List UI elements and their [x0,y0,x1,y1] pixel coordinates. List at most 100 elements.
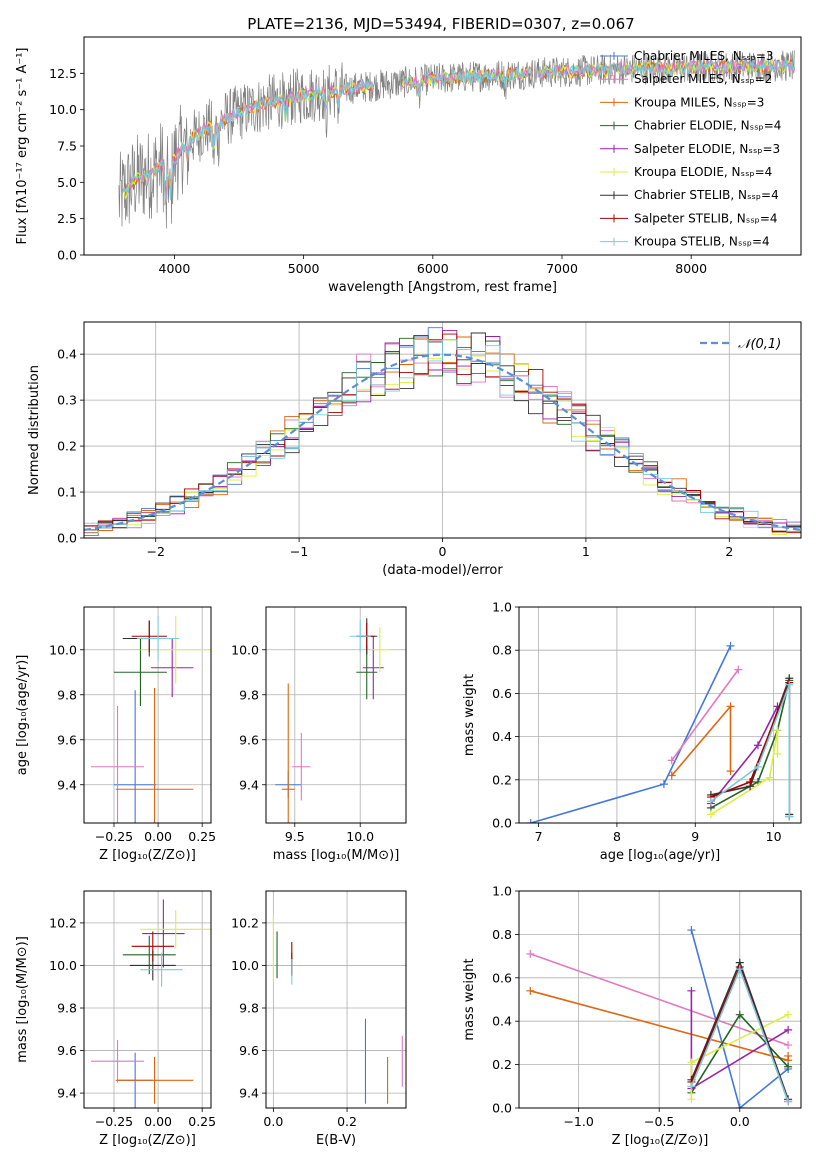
y-axis-label: mass weight [462,958,477,1040]
x-tick-label: 0.0 [263,1114,283,1129]
y-axis-label: mass weight [462,674,477,756]
spectrum-plot-area [118,50,796,229]
plus-marker [753,762,762,771]
model-spectrum [537,62,613,80]
plot-frame [83,321,802,539]
plus-marker [726,702,735,711]
y-tick-label: 0.0 [57,248,77,263]
plus-marker [784,1051,793,1060]
age-vs-z-plot-area [91,616,211,823]
legend-entry: Kroupa ELODIE, Nₛₛₚ=4 [634,165,772,179]
y-tick-label: 0.6 [492,970,512,985]
x-tick-label: 0.0 [730,1114,750,1129]
mass-vs-z-panel: −0.25 0.00 0.25 9.4 9.6 9.8 10.0 10.2 Z [log₁₀(Z… [15,890,216,1148]
residuals-plot-area [84,327,801,537]
x-axis-label: Z [log₁₀(Z/Z⊙)] [99,1133,196,1148]
x-axis-label: Z [log₁₀(Z/Z⊙)] [99,848,196,863]
x-tick-label: −0.25 [95,829,133,844]
plus-marker [526,986,535,995]
y-tick-label: 9.6 [57,732,77,747]
legend-entry: Salpeter ELODIE, Nₛₛₚ=3 [634,142,780,156]
spectrum-panel: 4000 5000 6000 7000 8000 0.0 2.5 5.0 7.5 10.0 12.5… [15,36,802,295]
plus-marker [784,1041,793,1050]
legend-entry: 𝒩(0,1) [738,337,781,352]
plus-marker [784,1062,793,1071]
x-axis-label: mass [log₁₀(M/M⊙)] [273,848,400,863]
age-vs-z-panel: −0.25 0.00 0.25 9.4 9.6 9.8 10.0 Z [log₁₀(Z/Z⊙)… [15,606,216,863]
plot-frame [518,606,802,824]
y-tick-label: 0.8 [492,927,512,942]
legend-entry: Chabrier MILES, Nₛₛₚ=3 [634,49,774,63]
plus-marker [784,1025,793,1034]
plus-marker [706,797,715,806]
plus-marker [659,780,668,789]
residuals-panel: −2 −1 0 1 2 0.0 0.1 0.2 0.3 0.4 (data-model)/error… [27,321,802,578]
y-tick-label: 0.8 [492,643,512,658]
mass-vs-ebv-plot-area [272,914,403,1104]
x-tick-label: 0.25 [188,829,216,844]
x-axis-label: Z [log₁₀(Z/Z⊙)] [612,1133,709,1148]
y-tick-label: 2.5 [57,211,77,226]
plus-marker [735,1104,744,1108]
plus-marker [726,641,735,650]
mass-weight-vs-age-panel: 7 8 9 10 0.0 0.2 0.4 0.6 0.8 1.0 age [log₁₀(age/yr… [462,600,802,863]
x-tick-label: 0.00 [144,829,172,844]
x-tick-label: 10.0 [346,829,374,844]
y-tick-label: 0.2 [492,772,512,787]
x-tick-label: −1 [290,544,308,559]
plus-marker [746,777,755,786]
plus-marker [687,1095,696,1104]
y-tick-label: 1.0 [492,600,512,615]
plus-marker [687,1082,696,1091]
x-tick-label: 4000 [159,261,191,276]
residual-histogram [84,337,801,533]
x-tick-label: 9.5 [285,829,305,844]
x-tick-label: 2 [725,544,733,559]
plus-marker [735,1010,744,1019]
x-tick-label: 8 [613,829,621,844]
y-tick-label: 9.4 [57,1086,77,1101]
x-tick-label: −2 [146,544,164,559]
mass-weight-series [690,929,789,1108]
y-tick-label: 9.8 [57,1001,77,1016]
legend-entry: Salpeter MILES, Nₛₛₚ=2 [634,72,772,86]
y-tick-label: 0.2 [57,439,77,454]
plus-marker [667,771,676,780]
x-tick-label: 7 [535,829,543,844]
x-axis-label: wavelength [Angstrom, rest frame] [328,280,557,295]
model-spectrum [122,79,374,201]
plot-frame [518,890,802,1109]
legend-entry: Kroupa STELIB, Nₛₛₚ=4 [634,235,770,249]
plus-marker [687,986,696,995]
x-tick-label: 0.25 [188,1114,216,1129]
plus-marker [785,812,794,821]
mass-weight-series [710,680,791,809]
plus-marker [765,773,774,782]
mass-weight-series [710,684,791,817]
y-tick-label: 9.6 [239,1043,259,1058]
residual-legend: 𝒩(0,1) [700,337,781,352]
x-tick-label: 0.2 [337,1114,357,1129]
plus-marker [706,810,715,819]
y-tick-label: 10.2 [49,915,77,930]
y-tick-label: 0.0 [57,531,77,546]
x-tick-label: 10 [766,829,782,844]
spectrum-legend: Chabrier MILES, Nₛₛₚ=3 Salpeter MILES, Nₛ… [600,49,781,249]
mass-weight-series [671,669,739,761]
x-tick-label: −1.0 [563,1114,593,1129]
mass-weight-vs-z-plot-area [526,926,793,1108]
y-tick-label: 9.6 [57,1043,77,1058]
legend-entry: Kroupa MILES, Nₛₛₚ=3 [634,95,764,109]
plot-frame [83,606,212,824]
x-tick-label: 7000 [546,261,578,276]
mass-weight-series [671,704,732,777]
x-tick-label: 1 [582,544,590,559]
y-axis-label: Flux [fλ10⁻¹⁷ erg cm⁻² s⁻¹ A⁻¹] [15,48,30,245]
y-tick-label: 9.4 [239,1086,259,1101]
y-tick-label: 12.5 [49,66,77,81]
plus-marker [784,1097,793,1106]
legend-entry: Chabrier STELIB, Nₛₛₚ=4 [634,188,779,202]
y-tick-label: 10.0 [49,102,77,117]
y-tick-label: 9.4 [239,777,259,792]
plus-marker [735,965,744,974]
